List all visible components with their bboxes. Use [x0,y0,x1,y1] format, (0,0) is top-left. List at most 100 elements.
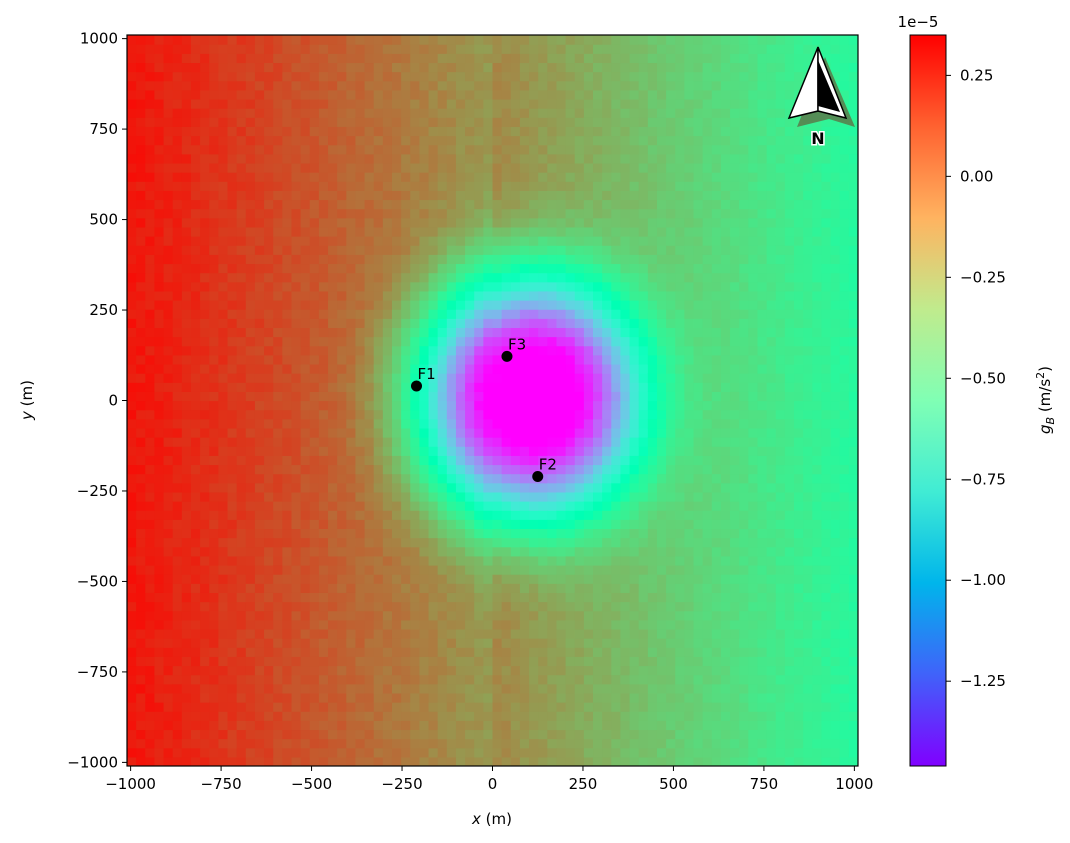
heatmap-cell [602,510,612,520]
heatmap-cell [309,153,320,164]
heatmap-cell [574,747,585,758]
heatmap-cell [154,729,165,740]
heatmap-cell [437,555,448,566]
heatmap-cell [154,208,165,219]
heatmap-cell [574,738,585,749]
heatmap-cell [300,601,311,612]
heatmap-cell [200,491,210,502]
heatmap-cell [574,409,585,420]
heatmap-cell [391,254,402,265]
heatmap-cell [465,510,475,520]
heatmap-cell [602,638,612,648]
heatmap-cell [556,172,567,182]
heatmap-cell [465,71,475,82]
heatmap-cell [328,44,338,54]
heatmap-cell [127,199,137,210]
heatmap-cell [355,537,366,548]
heatmap-cell [355,190,366,201]
heatmap-cell [620,437,631,447]
heatmap-cell [410,692,420,703]
heatmap-cell [593,363,603,374]
heatmap-cell [254,446,265,456]
heatmap-cell [465,473,475,484]
heatmap-cell [611,382,622,392]
heatmap-cell [337,674,347,685]
heatmap-cell [666,446,676,456]
heatmap-cell [382,327,393,338]
heatmap-cell [181,98,192,109]
heatmap-cell [264,619,274,630]
heatmap-cell [538,628,548,639]
heatmap-cell [154,290,165,301]
heatmap-cell [583,281,594,292]
heatmap-cell [401,400,411,411]
heatmap-cell [684,263,695,274]
heatmap-cell [574,683,585,694]
heatmap-cell [446,117,457,127]
heatmap-cell [693,574,704,584]
heatmap-cell [675,455,685,466]
heatmap-cell [328,446,338,456]
heatmap-cell [346,638,357,648]
heatmap-cell [446,674,457,685]
heatmap-cell [629,738,640,749]
heatmap-cell [318,62,329,73]
heatmap-cell [556,299,567,310]
heatmap-cell [200,208,210,219]
heatmap-cell [382,162,393,173]
heatmap-cell [391,281,402,292]
heatmap-cell [273,555,283,566]
heatmap-cell [611,117,622,127]
heatmap-cell [291,290,302,301]
heatmap-cell [364,711,375,721]
heatmap-cell [236,756,247,766]
heatmap-cell [556,245,567,255]
heatmap-cell [666,135,676,146]
heatmap-cell [529,80,539,91]
heatmap-cell [465,190,475,201]
heatmap-cell [190,336,201,347]
heatmap-cell [620,217,631,228]
heatmap-cell [154,720,165,731]
heatmap-cell [638,601,649,612]
heatmap-cell [501,418,512,429]
heatmap-cell [245,437,256,447]
heatmap-cell [309,71,320,82]
heatmap-cell [200,656,210,667]
heatmap-cell [437,692,448,703]
heatmap-cell [172,336,183,347]
heatmap-cell [328,153,338,164]
heatmap-cell [538,674,548,685]
heatmap-cell [419,226,430,237]
heatmap-cell [373,656,384,667]
heatmap-cell [172,226,183,237]
heatmap-cell [291,117,302,127]
heatmap-cell [547,528,558,539]
heatmap-cell [245,345,256,356]
heatmap-cell [410,482,420,493]
heatmap-cell [629,519,640,530]
heatmap-cell [209,309,219,319]
heatmap-cell [181,391,192,402]
heatmap-cell [163,501,174,511]
heatmap-cell [273,299,283,310]
heatmap-cell [355,491,366,502]
heatmap-cell [264,135,274,146]
heatmap-cell [629,546,640,557]
heatmap-cell [190,437,201,447]
heatmap-cell [190,619,201,630]
heatmap-cell [492,199,503,210]
heatmap-cell [501,208,512,219]
heatmap-cell [474,53,484,64]
heatmap-cell [264,482,274,493]
heatmap-cell [391,427,402,438]
heatmap-cell [647,135,658,146]
heatmap-cell [300,546,311,557]
heatmap-cell [190,172,201,182]
heatmap-cell [446,44,457,54]
heatmap-cell [684,510,695,520]
heatmap-cell [391,217,402,228]
heatmap-cell [410,455,420,466]
heatmap-cell [656,327,667,338]
heatmap-cell [136,555,146,566]
